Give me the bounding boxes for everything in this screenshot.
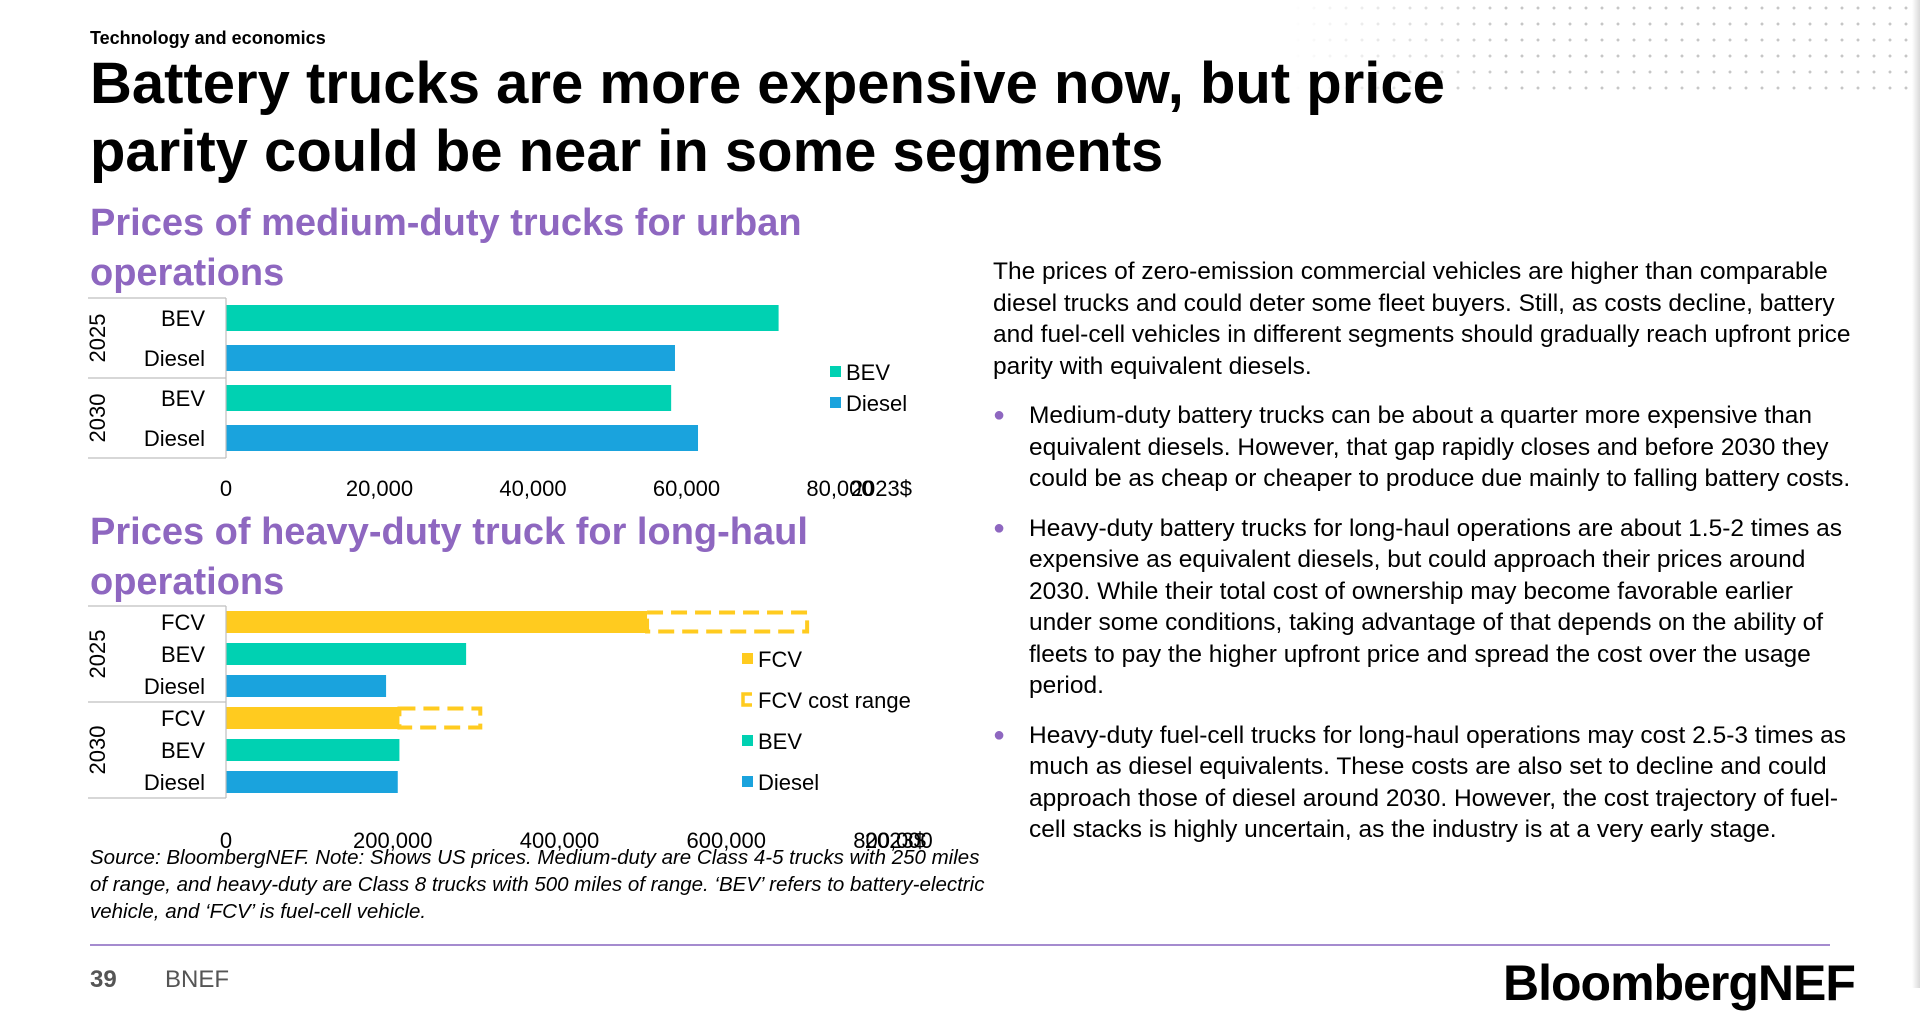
x-tick-label: 40,000 xyxy=(499,476,566,501)
bullet-list: ● Medium-duty battery trucks can be about… xyxy=(993,400,1853,846)
bullet-text: Heavy-duty fuel-cell trucks for long-hau… xyxy=(1029,721,1847,844)
chart-1-title: Prices of medium-duty trucks for urban o… xyxy=(90,202,802,294)
legend-label: FCV cost range xyxy=(758,688,911,713)
year-group-label: 2025 xyxy=(85,630,110,679)
bullet-dot-icon: ● xyxy=(993,516,1006,539)
x-axis-unit-label: 2023$ xyxy=(851,476,912,501)
bar-category-label: Diesel xyxy=(144,346,205,371)
x-tick-label: 20,000 xyxy=(346,476,413,501)
bullet-dot-icon: ● xyxy=(993,723,1006,746)
bar-category-label: BEV xyxy=(161,642,205,667)
bar-bev-2025 xyxy=(226,643,467,665)
bar-category-label: FCV xyxy=(161,706,205,731)
bullet-item: ● Heavy-duty fuel-cell trucks for long-ha… xyxy=(993,720,1853,846)
bloombergnef-logo: BloombergNEF xyxy=(1503,955,1856,1011)
bullet-item: ● Medium-duty battery trucks can be about… xyxy=(993,400,1853,495)
bar-category-label: BEV xyxy=(161,386,205,411)
bar-fcv-2030 xyxy=(226,707,400,729)
dot-pattern-decoration xyxy=(1290,0,1910,100)
legend-swatch-dashed xyxy=(741,692,752,707)
x-tick-label: 80,000 xyxy=(806,476,873,501)
bullet-item: ● Heavy-duty battery trucks for long-haul… xyxy=(993,513,1853,702)
bar-diesel-2025 xyxy=(226,345,675,371)
x-axis-unit-label: 2023$ xyxy=(865,828,926,853)
year-group-label: 2030 xyxy=(85,726,110,775)
chart-2-title: Prices of heavy-duty truck for long-haul… xyxy=(90,511,808,603)
heavy-duty-price-chart: FCV BEV Diesel FCV BEV Diesel 2025 2030 0 200,000… xyxy=(85,605,933,853)
page-edge-shadow xyxy=(1912,0,1920,988)
body-text: The prices of zero-emission commercial v… xyxy=(993,256,1853,864)
legend-label: Diesel xyxy=(758,770,819,795)
bar-category-label: BEV xyxy=(161,306,205,331)
fcv-cost-range-2030 xyxy=(397,706,483,730)
legend-swatch xyxy=(830,366,841,377)
x-tick-label: 400,000 xyxy=(520,828,600,853)
medium-duty-price-chart: BEV Diesel BEV Diesel 2025 2030 0 20,000 40,000 6… xyxy=(85,297,912,501)
legend-swatch xyxy=(742,776,753,787)
intro-paragraph: The prices of zero-emission commercial v… xyxy=(993,258,1851,380)
x-tick-label: 200,000 xyxy=(353,828,433,853)
legend-label: BEV xyxy=(758,729,802,754)
bar-diesel-2025 xyxy=(226,675,387,697)
legend-label: FCV xyxy=(758,647,802,672)
legend-label: Diesel xyxy=(846,391,907,416)
legend-label: BEV xyxy=(846,360,890,385)
legend-swatch xyxy=(742,735,753,746)
bar-category-label: Diesel xyxy=(144,426,205,451)
page-number: 39 xyxy=(90,966,117,993)
source-note: Source: BloombergNEF. Note: Shows US pri… xyxy=(90,846,985,923)
bullet-text: Medium-duty battery trucks can be about … xyxy=(1029,402,1851,492)
bar-bev-2025 xyxy=(226,305,779,331)
x-tick-label: 0 xyxy=(220,828,232,853)
page-title: Battery trucks are more expensive now, b… xyxy=(90,51,1445,184)
bar-bev-2030 xyxy=(226,739,400,761)
year-group-label: 2025 xyxy=(85,314,110,363)
fcv-cost-range-2025 xyxy=(645,610,810,634)
bar-category-label: FCV xyxy=(161,610,205,635)
bullet-dot-icon: ● xyxy=(993,404,1006,426)
legend-swatch xyxy=(830,397,841,408)
x-tick-label: 60,000 xyxy=(653,476,720,501)
legend-swatch xyxy=(742,653,753,664)
x-tick-label: 0 xyxy=(220,476,232,501)
bar-category-label: BEV xyxy=(161,738,205,763)
bar-category-label: Diesel xyxy=(144,674,205,699)
section-label: Technology and economics xyxy=(90,28,326,48)
bar-category-label: Diesel xyxy=(144,770,205,795)
footer-brand: BNEF xyxy=(165,966,230,993)
footer-divider xyxy=(90,944,1830,946)
slide-page: Technology and economics Battery trucks … xyxy=(85,0,1920,1011)
bar-diesel-2030 xyxy=(226,771,398,793)
x-tick-label: 600,000 xyxy=(686,828,766,853)
bullet-text: Heavy-duty battery trucks for long-haul … xyxy=(1029,514,1842,700)
bar-bev-2030 xyxy=(226,385,672,411)
bar-fcv-2025 xyxy=(226,611,648,633)
x-tick-label: 800,000 xyxy=(853,828,933,853)
bar-diesel-2030 xyxy=(226,425,699,451)
year-group-label: 2030 xyxy=(85,394,110,443)
